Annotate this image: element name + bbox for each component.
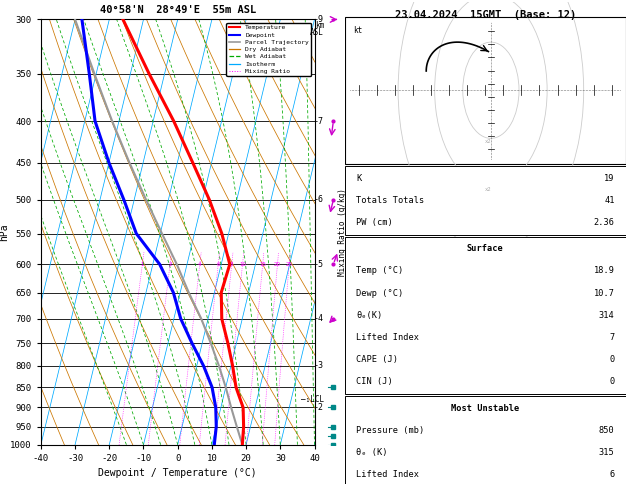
Text: θₑ(K): θₑ(K) bbox=[356, 311, 382, 320]
Text: Lifted Index: Lifted Index bbox=[356, 470, 419, 479]
Text: 315: 315 bbox=[599, 448, 615, 457]
Text: θₑ (K): θₑ (K) bbox=[356, 448, 387, 457]
Y-axis label: hPa: hPa bbox=[0, 223, 9, 241]
Text: -5: -5 bbox=[314, 260, 324, 269]
Text: K: K bbox=[356, 174, 361, 183]
Text: Totals Totals: Totals Totals bbox=[356, 196, 424, 205]
Text: km: km bbox=[314, 21, 324, 30]
Text: x2: x2 bbox=[485, 139, 491, 144]
Text: 15: 15 bbox=[259, 262, 266, 267]
Text: 4: 4 bbox=[198, 262, 201, 267]
Text: Most Unstable: Most Unstable bbox=[451, 403, 520, 413]
Text: Dewp (°C): Dewp (°C) bbox=[356, 289, 403, 297]
Text: 10.7: 10.7 bbox=[594, 289, 615, 297]
Bar bbox=[345, 237, 626, 394]
Text: 850: 850 bbox=[599, 426, 615, 434]
Text: 19: 19 bbox=[604, 174, 615, 183]
Text: 40°58'N  28°49'E  55m ASL: 40°58'N 28°49'E 55m ASL bbox=[99, 5, 256, 15]
Text: 20: 20 bbox=[274, 262, 281, 267]
Text: 6: 6 bbox=[216, 262, 220, 267]
Text: 8: 8 bbox=[230, 262, 233, 267]
Text: Surface: Surface bbox=[467, 244, 504, 253]
Text: 0: 0 bbox=[610, 377, 615, 386]
Bar bbox=[345, 17, 626, 164]
Text: -9: -9 bbox=[314, 15, 324, 24]
Bar bbox=[345, 396, 626, 486]
Text: Temp (°C): Temp (°C) bbox=[356, 266, 403, 276]
Text: -3: -3 bbox=[314, 362, 324, 370]
Text: 2.36: 2.36 bbox=[594, 218, 615, 227]
Legend: Temperature, Dewpoint, Parcel Trajectory, Dry Adiabat, Wet Adiabat, Isotherm, Mi: Temperature, Dewpoint, Parcel Trajectory… bbox=[226, 22, 311, 76]
Bar bbox=[345, 166, 626, 235]
Text: kt: kt bbox=[353, 27, 362, 35]
Text: 10: 10 bbox=[239, 262, 246, 267]
Text: 1: 1 bbox=[141, 262, 144, 267]
Text: -7: -7 bbox=[314, 117, 324, 125]
Text: Mixing Ratio (g/kg): Mixing Ratio (g/kg) bbox=[338, 188, 347, 276]
Text: —₁LCL: —₁LCL bbox=[301, 395, 324, 404]
Text: CAPE (J): CAPE (J) bbox=[356, 355, 398, 364]
X-axis label: Dewpoint / Temperature (°C): Dewpoint / Temperature (°C) bbox=[98, 469, 257, 478]
Text: 2: 2 bbox=[169, 262, 172, 267]
Text: 41: 41 bbox=[604, 196, 615, 205]
Text: 25: 25 bbox=[286, 262, 292, 267]
Text: 314: 314 bbox=[599, 311, 615, 320]
Text: 18.9: 18.9 bbox=[594, 266, 615, 276]
Text: -2: -2 bbox=[314, 403, 324, 412]
Text: PW (cm): PW (cm) bbox=[356, 218, 392, 227]
Text: x2: x2 bbox=[485, 187, 491, 192]
Text: 0: 0 bbox=[610, 355, 615, 364]
Text: 7: 7 bbox=[610, 333, 615, 342]
Text: 6: 6 bbox=[610, 470, 615, 479]
Text: 23.04.2024  15GMT  (Base: 12): 23.04.2024 15GMT (Base: 12) bbox=[394, 10, 576, 19]
Text: -4: -4 bbox=[314, 314, 324, 323]
Text: Pressure (mb): Pressure (mb) bbox=[356, 426, 424, 434]
Text: Lifted Index: Lifted Index bbox=[356, 333, 419, 342]
Text: ASL: ASL bbox=[310, 28, 324, 37]
Text: -6: -6 bbox=[314, 195, 324, 205]
Text: CIN (J): CIN (J) bbox=[356, 377, 392, 386]
